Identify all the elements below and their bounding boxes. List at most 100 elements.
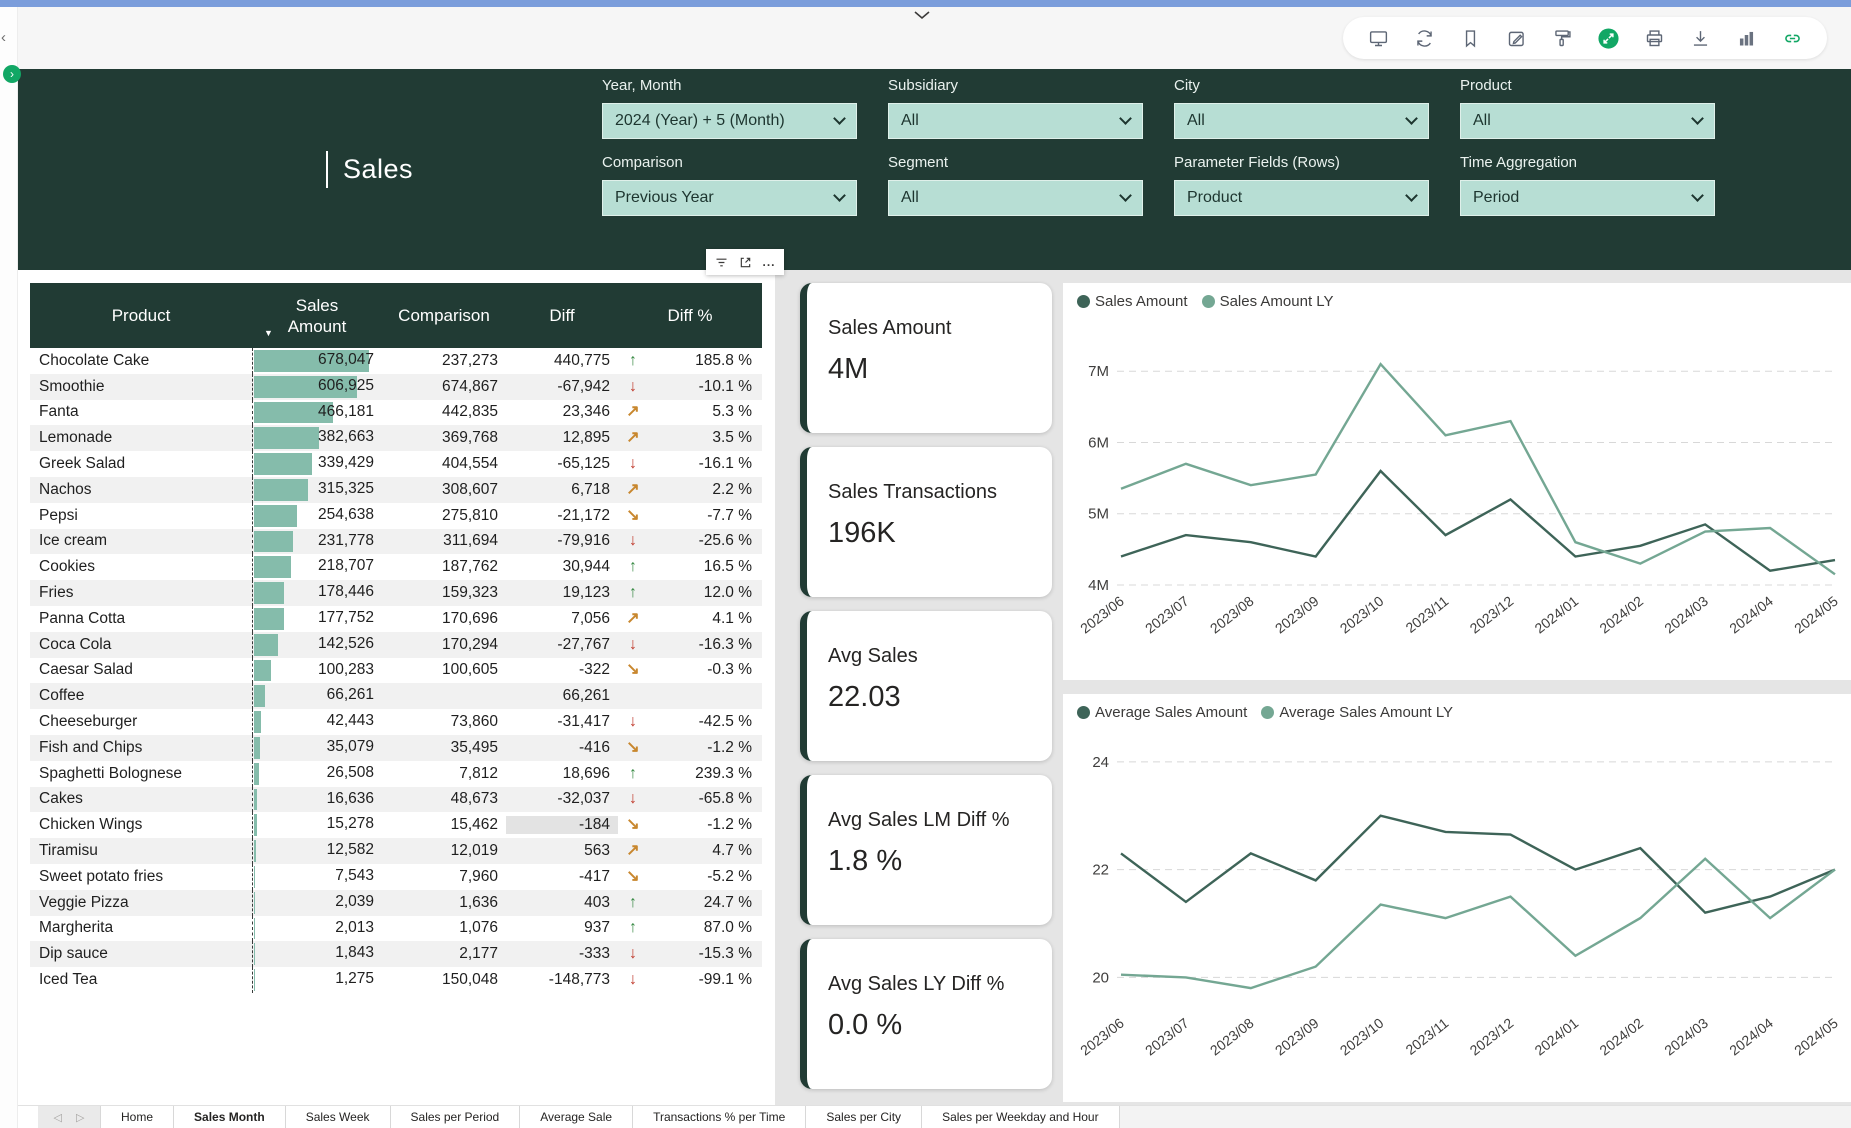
filter-icon[interactable] (711, 252, 731, 272)
kpi-card-sales-transactions[interactable]: Sales Transactions 196K (800, 447, 1052, 597)
data-bar (254, 788, 257, 811)
trend-arrow-icon: ↑ (629, 764, 637, 782)
comparison-cell: 311,694 (443, 532, 498, 550)
kpi-card-avg-sales[interactable]: Avg Sales 22.03 (800, 611, 1052, 761)
sales-amount-line-chart[interactable]: Sales Amount Sales Amount LY 4M 5M 6M 7M 2023/… (1063, 283, 1851, 680)
monitor-icon[interactable] (1367, 27, 1389, 49)
table-row[interactable]: Nachos 315,325 308,607 6,718 ↗ 2.2 % (30, 476, 762, 503)
table-row[interactable]: Cookies 218,707 187,762 30,944 ↑ 16.5 % (30, 554, 762, 581)
tab-sales-per-city[interactable]: Sales per City (806, 1106, 923, 1128)
tab-transactions-%-per-time[interactable]: Transactions % per Time (633, 1106, 807, 1128)
tab-sales-per-period[interactable]: Sales per Period (390, 1106, 521, 1128)
table-row[interactable]: Coca Cola 142,526 170,294 -27,767 ↓ -16.3 % (30, 631, 762, 658)
filter-time-aggregation: Time Aggregation Period (1460, 154, 1715, 216)
tab-sales-per-weekday-and-hour[interactable]: Sales per Weekday and Hour (922, 1106, 1120, 1128)
table-row[interactable]: Fish and Chips 35,079 35,495 -416 ↘ -1.2 % (30, 734, 762, 761)
tab-next-icon[interactable]: ▷ (76, 1111, 85, 1124)
product-cell: Pepsi (39, 506, 78, 524)
filter-product: Product All (1460, 77, 1715, 139)
table-row[interactable]: Chicken Wings 15,278 15,462 -184 ↘ -1.2 % (30, 812, 762, 839)
product-cell: Fish and Chips (39, 738, 143, 756)
filter-dropdown[interactable]: All (888, 180, 1143, 216)
chart-legend: Average Sales Amount Average Sales Amount… (1063, 694, 1851, 721)
diff-pct-cell: -1.2 % (707, 816, 752, 834)
download-icon[interactable] (1689, 27, 1711, 49)
filter-dropdown[interactable]: All (1174, 103, 1429, 139)
tab-home[interactable]: Home (100, 1106, 175, 1128)
filter-dropdown[interactable]: Product (1174, 180, 1429, 216)
more-options-icon[interactable]: ... (762, 255, 776, 269)
table-row[interactable]: Margherita 2,013 1,076 937 ↑ 87.0 % (30, 915, 762, 942)
table-row[interactable]: Fries 178,446 159,323 19,123 ↑ 12.0 % (30, 580, 762, 606)
filter-dropdown[interactable]: Period (1460, 180, 1715, 216)
column-header-diff[interactable]: Diff (549, 306, 575, 325)
table-row[interactable]: Chocolate Cake 678,047 237,273 440,775 ↑ 185.… (30, 348, 762, 374)
paint-icon[interactable] (1551, 27, 1573, 49)
table-row[interactable]: Fanta 466,181 442,835 23,346 ↗ 5.3 % (30, 399, 762, 426)
table-row[interactable]: Cheeseburger 42,443 73,860 -31,417 ↓ -42.5 % (30, 709, 762, 735)
tab-nav-arrows[interactable]: ◁ ▷ (38, 1106, 100, 1128)
table-row[interactable]: Sweet potato fries 7,543 7,960 -417 ↘ -5.2 % (30, 863, 762, 890)
tab-sales-week[interactable]: Sales Week (285, 1106, 391, 1128)
chart-legend: Sales Amount Sales Amount LY (1063, 283, 1851, 310)
filter-dropdown[interactable]: All (1460, 103, 1715, 139)
fullscreen-icon[interactable] (1597, 27, 1619, 49)
tab-average-sale[interactable]: Average Sale (520, 1106, 634, 1128)
filter-dropdown[interactable]: 2024 (Year) + 5 (Month) (602, 103, 857, 139)
collapse-pane-icon[interactable]: ‹ (1, 29, 6, 46)
tab-prev-icon[interactable]: ◁ (53, 1111, 62, 1124)
table-row[interactable]: Cakes 16,636 48,673 -32,037 ↓ -65.8 % (30, 786, 762, 813)
filter-dropdown[interactable]: Previous Year (602, 180, 857, 216)
table-row[interactable]: Spaghetti Bolognese 26,508 7,812 18,696 ↑ 239… (30, 760, 762, 787)
chevron-down-icon (1119, 189, 1132, 202)
table-row[interactable]: Lemonade 382,663 369,768 12,895 ↗ 3.5 % (30, 425, 762, 452)
left-rail: ‹ › (0, 7, 21, 1128)
tab-sales-month[interactable]: Sales Month (174, 1106, 286, 1128)
table-row[interactable]: Smoothie 606,925 674,867 -67,942 ↓ -10.1 % (30, 373, 762, 400)
table-row[interactable]: Pepsi 254,638 275,810 -21,172 ↘ -7.7 % (30, 502, 762, 529)
product-cell: Fanta (39, 403, 79, 421)
filter-dropdown[interactable]: All (888, 103, 1143, 139)
table-row[interactable]: Greek Salad 339,429 404,554 -65,125 ↓ -16.1 % (30, 451, 762, 477)
average-sales-line-chart[interactable]: Average Sales Amount Average Sales Amount… (1063, 694, 1851, 1102)
sales-amount-cell: 1,275 (252, 967, 382, 993)
refresh-icon[interactable] (1413, 27, 1435, 49)
diff-pct-cell: 2.2 % (712, 480, 752, 498)
table-row[interactable]: Coffee 66,261 66,261 (30, 683, 762, 710)
popout-icon[interactable] (735, 252, 755, 272)
column-header-sales-amount[interactable]: Sales Amount ▼ (252, 283, 382, 348)
trend-arrow-icon: ↘ (626, 867, 640, 885)
sales-amount-cell: 218,707 (252, 554, 382, 581)
kpi-value: 4M (828, 353, 869, 385)
table-row[interactable]: Ice cream 231,778 311,694 -79,916 ↓ -25.6 % (30, 528, 762, 555)
kpi-title: Sales Amount (828, 317, 952, 339)
comparison-cell: 442,835 (441, 403, 498, 421)
print-icon[interactable] (1643, 27, 1665, 49)
kpi-card-sales-amount[interactable]: Sales Amount 4M (800, 283, 1052, 433)
edit-icon[interactable] (1505, 27, 1527, 49)
table-row[interactable]: Veggie Pizza 2,039 1,636 403 ↑ 24.7 % (30, 889, 762, 916)
table-row[interactable]: Iced Tea 1,275 150,048 -148,773 ↓ -99.1 % (30, 967, 762, 993)
link-icon[interactable] (1781, 27, 1803, 49)
diff-cell: 23,346 (562, 403, 610, 421)
page-tabs: Home Sales Month Sales Week Sales per Perio… (100, 1106, 1120, 1128)
diff-cell: -21,172 (557, 506, 610, 524)
chevron-down-icon[interactable] (911, 8, 933, 22)
column-header-diff-%[interactable]: Diff % (667, 306, 713, 325)
sales-amount-cell: 35,079 (252, 734, 382, 761)
svg-text:2024/01: 2024/01 (1531, 1015, 1581, 1059)
bookmark-icon[interactable] (1459, 27, 1481, 49)
table-row[interactable]: Dip sauce 1,843 2,177 -333 ↓ -15.3 % (30, 941, 762, 968)
table-row[interactable]: Caesar Salad 100,283 100,605 -322 ↘ -0.3 % (30, 657, 762, 684)
product-cell: Lemonade (39, 429, 113, 447)
dropdown-value: All (901, 189, 919, 206)
column-header-comparison[interactable]: Comparison (398, 306, 490, 325)
stats-icon[interactable] (1735, 27, 1757, 49)
data-bar (254, 840, 257, 862)
table-row[interactable]: Tiramisu 12,582 12,019 563 ↗ 4.7 % (30, 838, 762, 864)
column-header-product[interactable]: Product (111, 306, 171, 325)
kpi-card-avg-sales-ly-diff-[interactable]: Avg Sales LY Diff % 0.0 % (800, 939, 1052, 1089)
kpi-card-avg-sales-lm-diff-[interactable]: Avg Sales LM Diff % 1.8 % (800, 775, 1052, 925)
table-row[interactable]: Panna Cotta 177,752 170,696 7,056 ↗ 4.1 % (30, 605, 762, 632)
expand-pane-button[interactable]: › (3, 65, 21, 83)
